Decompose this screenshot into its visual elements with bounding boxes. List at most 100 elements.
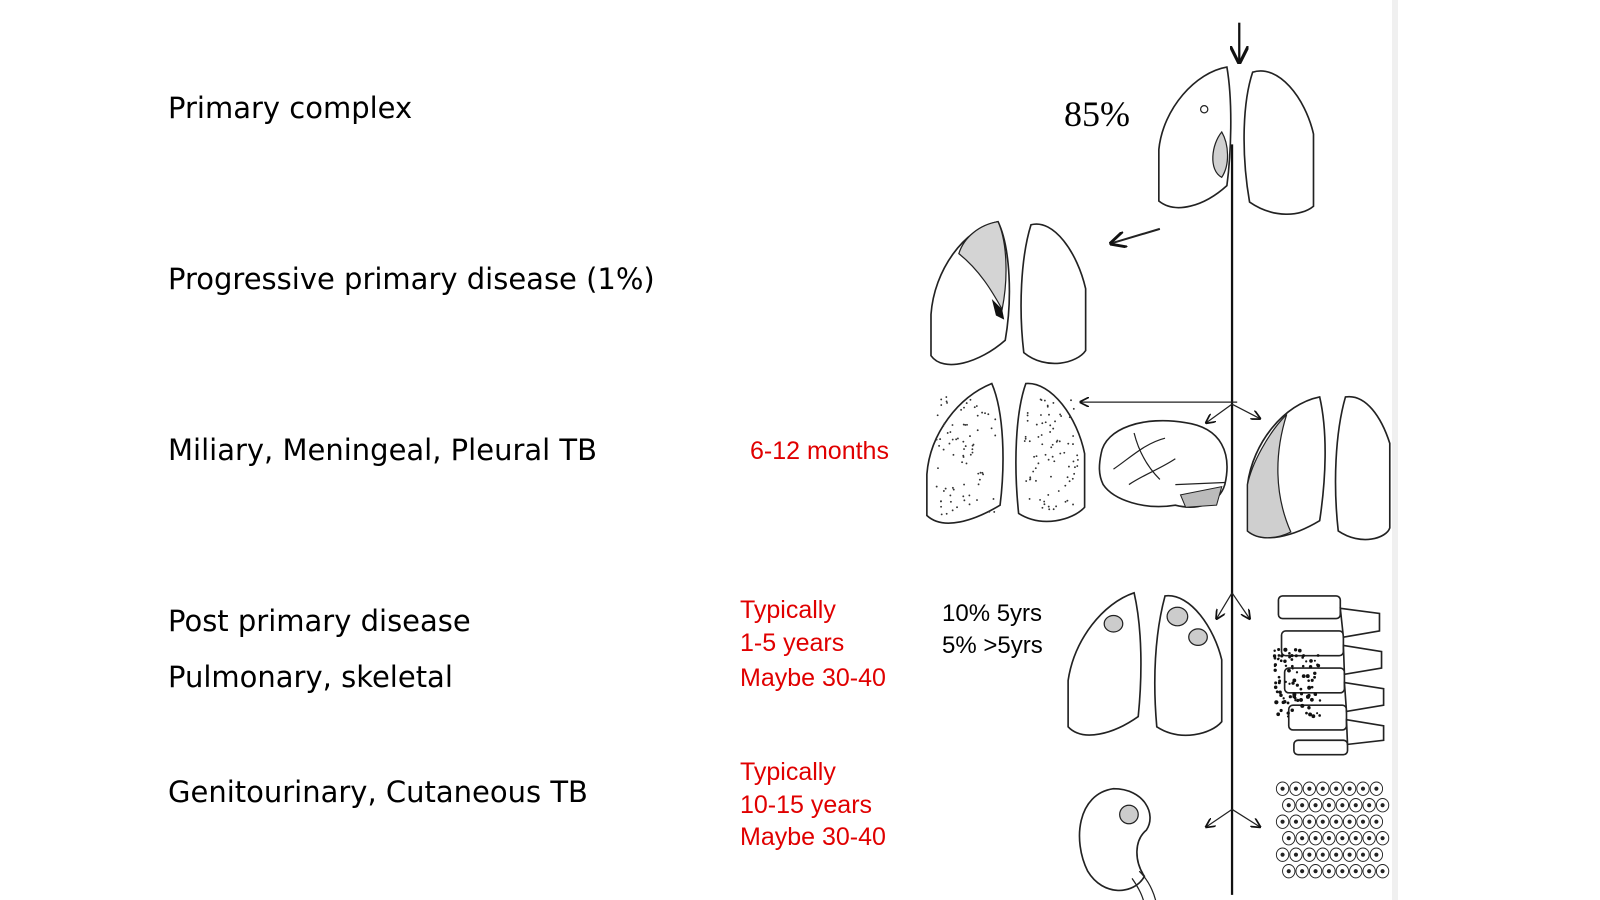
texture <box>961 461 964 464</box>
texture <box>1273 663 1278 667</box>
texture <box>942 424 945 427</box>
texture <box>1278 690 1282 694</box>
texture <box>981 471 984 474</box>
texture <box>976 414 979 417</box>
texture <box>1277 675 1281 679</box>
texture <box>1308 712 1313 717</box>
texture <box>1307 819 1312 824</box>
texture <box>1051 455 1054 458</box>
texture <box>1313 671 1317 676</box>
texture <box>978 478 981 481</box>
texture <box>964 445 967 448</box>
texture <box>1316 663 1321 668</box>
texture <box>1291 667 1294 670</box>
texture <box>966 423 968 426</box>
texture <box>1040 414 1042 416</box>
texture <box>1367 869 1372 874</box>
texture <box>1334 819 1339 824</box>
stage-label: Post primary disease <box>168 604 471 638</box>
texture <box>948 442 951 445</box>
texture <box>1360 786 1366 791</box>
texture <box>1301 664 1305 668</box>
texture <box>981 411 984 414</box>
texture <box>1353 803 1358 808</box>
texture <box>1353 836 1358 841</box>
texture <box>962 440 965 443</box>
texture <box>1064 484 1067 487</box>
texture <box>1299 687 1303 691</box>
texture <box>1313 692 1318 696</box>
texture <box>1316 654 1320 657</box>
texture <box>1052 427 1055 430</box>
texture <box>939 438 942 441</box>
texture <box>1041 506 1044 509</box>
texture <box>1279 708 1283 713</box>
texture <box>955 438 958 441</box>
texture <box>944 487 947 490</box>
texture <box>1043 503 1046 506</box>
timing: 6-12 months <box>750 437 889 465</box>
texture <box>963 483 965 486</box>
texture <box>1076 458 1079 461</box>
timing: Maybe 30-40 <box>740 823 886 851</box>
texture <box>984 412 986 415</box>
texture <box>1286 715 1290 718</box>
texture <box>1059 452 1062 455</box>
texture <box>1293 786 1299 791</box>
timing: Typically <box>740 758 836 786</box>
texture <box>1047 458 1050 461</box>
texture <box>1301 674 1306 678</box>
texture <box>1313 836 1318 841</box>
texture <box>1054 420 1056 423</box>
texture <box>1326 803 1332 808</box>
texture <box>1023 440 1026 442</box>
texture <box>1272 654 1277 658</box>
texture <box>1293 819 1299 824</box>
texture <box>1340 869 1345 874</box>
texture <box>1353 869 1358 874</box>
texture <box>1347 819 1352 824</box>
texture <box>973 406 976 409</box>
risk-text: 5% >5yrs <box>942 632 1043 659</box>
texture <box>1299 692 1304 696</box>
texture <box>1305 660 1308 663</box>
texture <box>1295 671 1299 674</box>
texture <box>1275 700 1279 704</box>
texture <box>1049 424 1052 427</box>
texture <box>940 505 943 508</box>
texture <box>977 472 980 475</box>
texture <box>1275 690 1279 694</box>
texture <box>994 434 997 437</box>
texture <box>987 413 990 416</box>
texture <box>1071 477 1074 480</box>
illustration <box>926 22 1391 900</box>
texture <box>976 499 978 501</box>
texture <box>956 437 959 440</box>
texture <box>1367 836 1372 841</box>
texture <box>949 431 952 433</box>
texture <box>968 494 971 497</box>
texture <box>1076 465 1079 467</box>
texture <box>1050 475 1052 478</box>
texture <box>963 499 966 502</box>
texture <box>1360 819 1366 824</box>
texture <box>1052 401 1055 404</box>
texture <box>1310 678 1314 682</box>
texture <box>1288 695 1292 699</box>
texture <box>1034 467 1037 470</box>
texture <box>1292 678 1297 683</box>
texture <box>965 402 968 405</box>
texture <box>1290 658 1294 661</box>
texture <box>1293 852 1299 857</box>
texture <box>937 467 939 470</box>
texture <box>1063 451 1066 454</box>
texture <box>1299 697 1303 702</box>
texture <box>938 444 941 447</box>
texture <box>1278 679 1282 683</box>
texture <box>1040 434 1043 436</box>
timing: Typically <box>740 596 836 624</box>
timing: 10-15 years <box>740 791 872 819</box>
texture <box>1284 680 1287 683</box>
texture <box>945 512 948 515</box>
texture <box>969 453 972 456</box>
